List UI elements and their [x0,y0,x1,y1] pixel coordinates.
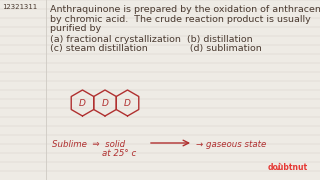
Text: at 25° c: at 25° c [102,149,136,158]
Text: (a) fractional crystallization  (b) distillation: (a) fractional crystallization (b) disti… [50,35,252,44]
Text: D: D [79,98,86,107]
Text: D: D [124,98,131,107]
Text: by chromic acid.  The crude reaction product is usually: by chromic acid. The crude reaction prod… [50,15,311,24]
Text: Anthraquinone is prepared by the oxidation of anthracene: Anthraquinone is prepared by the oxidati… [50,5,320,14]
Text: Sublime  ⇒  solid: Sublime ⇒ solid [52,140,125,149]
Text: purified by: purified by [50,24,101,33]
Text: → gaseous state: → gaseous state [196,140,266,149]
Text: 12321311: 12321311 [2,4,37,10]
Text: (c) steam distillation              (d) sublimation: (c) steam distillation (d) sublimation [50,44,262,53]
Text: doubtnut: doubtnut [268,163,308,172]
Text: D: D [101,98,108,107]
Text: ♪: ♪ [275,162,281,172]
